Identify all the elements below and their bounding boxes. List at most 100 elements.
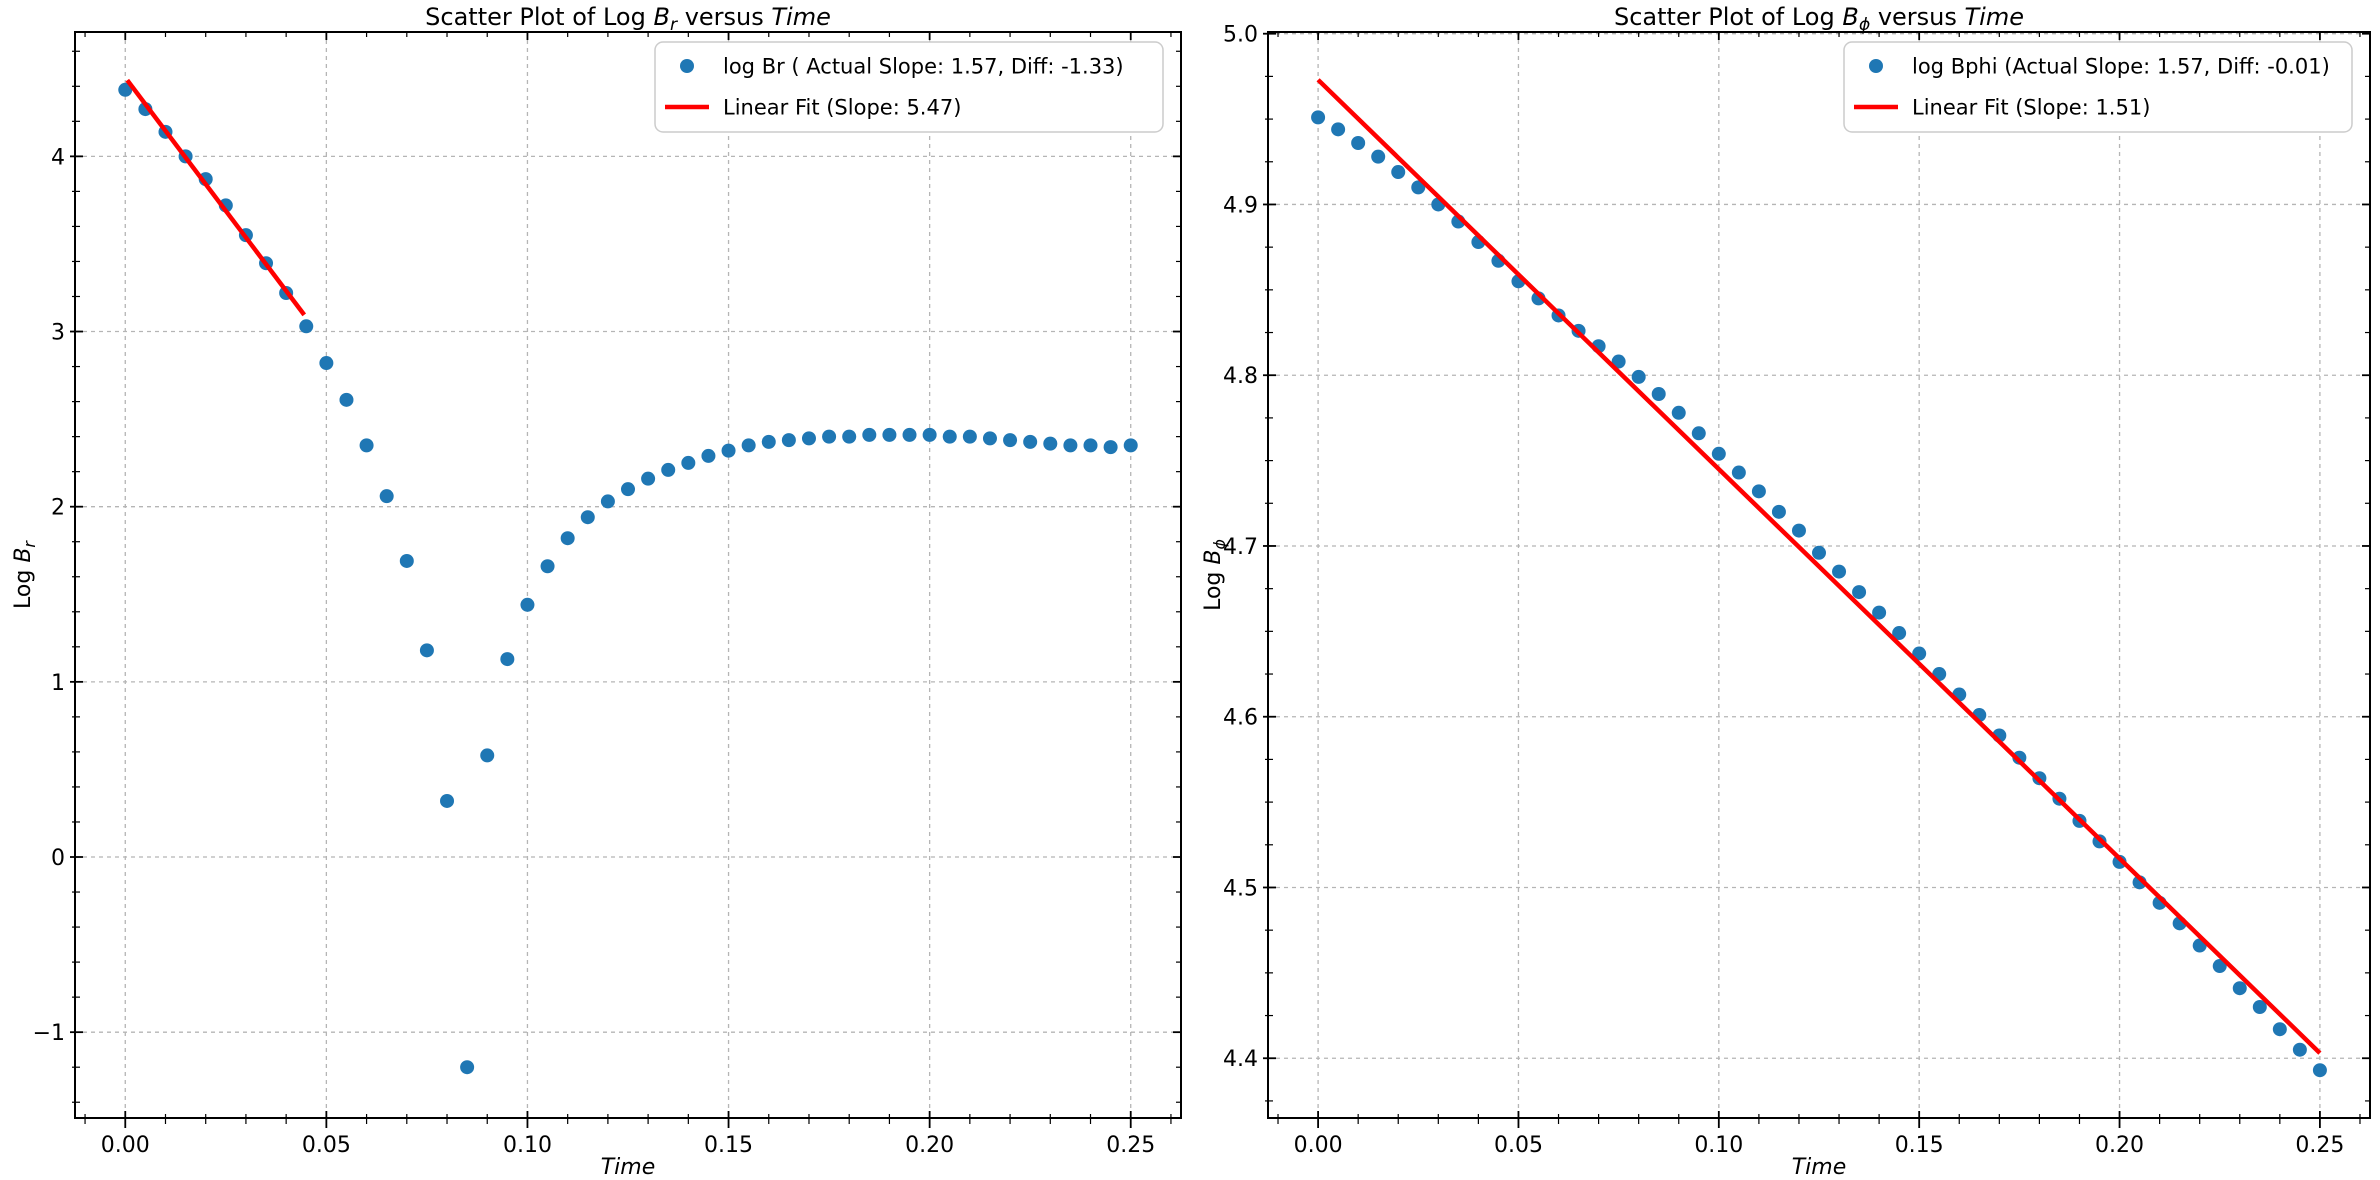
x-tick-label: 0.05 — [1494, 1133, 1543, 1158]
scatter-point — [359, 438, 374, 453]
legend-label: Linear Fit (Slope: 1.51) — [1912, 96, 2150, 120]
x-axis-label: Time — [1792, 1155, 1847, 1180]
scatter-point — [560, 531, 575, 546]
y-axis-label: Log Bϕ — [1201, 539, 1229, 611]
scatter-point — [962, 429, 977, 444]
scatter-point — [1371, 149, 1386, 164]
scatter-point — [440, 793, 455, 808]
legend-box — [1843, 41, 2353, 133]
scatter-point — [1123, 438, 1138, 453]
fit-line — [125, 78, 307, 317]
scatter-point — [721, 443, 736, 458]
scatter-point — [2112, 854, 2127, 869]
x-tick-label: 0.25 — [1106, 1133, 1155, 1158]
x-tick-label: 0.10 — [503, 1133, 552, 1158]
scatter-point — [2272, 1022, 2287, 1037]
scatter-point — [1791, 523, 1806, 538]
scatter-point — [701, 448, 716, 463]
scatter-point — [319, 356, 334, 371]
scatter-point — [741, 438, 756, 453]
x-tick-label: 0.00 — [1294, 1133, 1343, 1158]
fit-line — [1316, 78, 2322, 1055]
chart-title: Scatter Plot of Log Br versus Time — [425, 3, 831, 35]
x-tick-label: 0.25 — [2295, 1133, 2344, 1158]
scatter-point — [2312, 1063, 2327, 1078]
scatter-point — [1391, 165, 1406, 180]
scatter-point — [1651, 387, 1666, 401]
y-tick-labels: −1 0 1 2 3 4 — [33, 145, 65, 1046]
scatter-point — [1671, 405, 1686, 420]
scatter-point — [1351, 135, 1366, 150]
scatter-point — [842, 429, 857, 444]
scatter-point — [299, 319, 314, 334]
x-tick-label: 0.20 — [2095, 1133, 2144, 1158]
chart-title: Scatter Plot of Log Bϕ versus Time — [1614, 3, 2024, 35]
scatter-point — [399, 553, 414, 568]
scatter-point — [118, 82, 133, 97]
chart-log-bphi: 0.00 0.05 0.10 0.15 0.20 0.25 4.4 4.5 4.6 4.7 4.8 4… — [1190, 0, 2380, 1180]
scatter-point — [1711, 446, 1726, 461]
scatter-point — [1812, 545, 1826, 560]
scatter-point — [801, 431, 816, 446]
y-tick-label: 5.0 — [1223, 23, 1258, 48]
y-tick-label: 4.8 — [1223, 364, 1258, 389]
x-tick-labels: 0.00 0.05 0.10 0.15 0.20 0.25 — [1294, 1133, 2345, 1158]
chart-log-br: 0.00 0.05 0.10 0.15 0.20 0.25 −1 0 1 2 3 4 Scatter P… — [11, 3, 1182, 1180]
x-tick-labels: 0.00 0.05 0.10 0.15 0.20 0.25 — [101, 1133, 1155, 1158]
scatter-point — [600, 494, 615, 509]
x-tick-label: 0.00 — [101, 1133, 150, 1158]
legend-label: log Bphi (Actual Slope: 1.57, Diff: -0.0… — [1912, 55, 2330, 79]
axis-ticks — [70, 32, 1181, 1128]
scatter-point — [540, 559, 555, 574]
y-tick-label: 4 — [51, 145, 65, 170]
y-tick-label: 4.9 — [1223, 193, 1258, 218]
scatter-point — [641, 471, 656, 486]
x-tick-label: 0.15 — [1895, 1133, 1944, 1158]
legend-marker-dot — [1869, 59, 1883, 73]
chart-canvas: 0.00 0.05 0.10 0.15 0.20 0.25 −1 0 1 2 3 4 Scatter P… — [11, 3, 1182, 1180]
plot-area — [1267, 31, 2371, 1119]
scatter-point — [982, 431, 997, 446]
scatter-point — [1411, 180, 1426, 195]
scatter-point — [661, 462, 676, 477]
scatter-point — [1751, 484, 1766, 499]
scatter-point — [339, 392, 354, 407]
x-tick-label: 0.15 — [704, 1133, 753, 1158]
legend-label: log Br ( Actual Slope: 1.57, Diff: -1.33… — [723, 55, 1124, 79]
x-tick-label: 0.10 — [1694, 1133, 1743, 1158]
scatter-point — [681, 455, 696, 470]
scatter-point — [2292, 1042, 2307, 1057]
plot-area — [74, 31, 1182, 1119]
scatter-point — [1691, 426, 1706, 441]
scatter-point — [1103, 440, 1118, 455]
scatter-point — [1043, 436, 1058, 451]
y-tick-label: 4.4 — [1223, 1047, 1258, 1072]
scatter-point — [1852, 585, 1867, 600]
y-tick-label: 4.7 — [1223, 535, 1258, 560]
scatter-point — [1611, 354, 1626, 369]
scatter-point — [419, 643, 434, 658]
y-tick-label: 4.6 — [1223, 706, 1258, 731]
scatter-point — [1063, 438, 1078, 453]
grid — [75, 32, 1181, 1118]
axis-ticks — [1263, 32, 2370, 1128]
scatter-point — [500, 652, 515, 667]
scatter-point — [580, 510, 595, 525]
y-axis-label: Log Br — [11, 540, 39, 609]
scatter-point — [862, 427, 877, 442]
scatter-point — [621, 482, 635, 497]
legend-label: Linear Fit (Slope: 5.47) — [723, 96, 961, 120]
scatter-point — [822, 429, 837, 444]
scatter-point — [1832, 564, 1847, 579]
legend: log Bphi (Actual Slope: 1.57, Diff: -0.0… — [1843, 41, 2353, 133]
scatter-point — [942, 429, 957, 444]
x-axis-label: Time — [601, 1155, 656, 1180]
scatter-point — [2232, 981, 2247, 996]
scatter-point — [1023, 434, 1038, 449]
scatter-series — [118, 82, 1138, 1075]
scatter-point — [1631, 369, 1646, 384]
scatter-point — [520, 597, 535, 612]
y-tick-label: 1 — [51, 671, 65, 696]
y-tick-label: 4.5 — [1223, 876, 1258, 901]
y-tick-label: 3 — [51, 321, 65, 346]
